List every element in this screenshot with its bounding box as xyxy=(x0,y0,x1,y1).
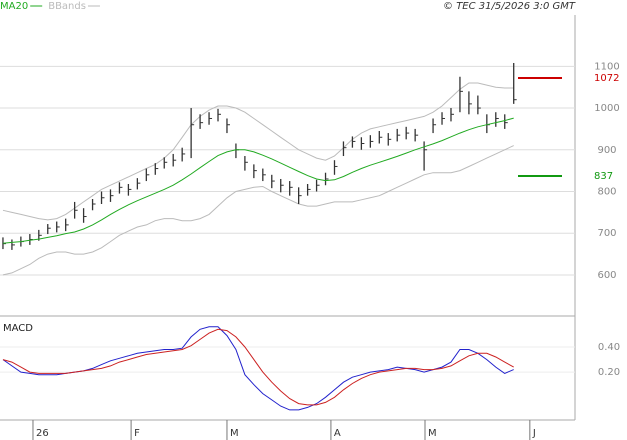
x-tick-label: M xyxy=(428,428,437,439)
macd-title: MACD xyxy=(3,323,33,334)
macd-line xyxy=(2,326,514,411)
x-tick-label: F xyxy=(134,428,140,439)
y-tick-label: 600 xyxy=(597,270,616,281)
x-tick-label: A xyxy=(334,428,341,439)
y-tick-label: 800 xyxy=(597,186,616,197)
y-tick-label: 0.20 xyxy=(598,367,620,378)
x-tick-label: 26 xyxy=(36,428,49,439)
level-label: 1072 xyxy=(594,73,619,84)
band-lower xyxy=(2,145,514,276)
level-label: 837 xyxy=(594,171,613,182)
moving-average xyxy=(2,117,514,244)
legend-label: MA20 xyxy=(0,1,28,12)
y-tick-label: 0.40 xyxy=(598,342,620,353)
band-upper xyxy=(2,82,514,221)
y-tick-label: 1000 xyxy=(594,103,619,114)
copyright: © TEC 31/5/2026 3:0 GMT xyxy=(443,1,576,12)
y-tick-label: 700 xyxy=(597,228,616,239)
y-tick-label: 1100 xyxy=(594,61,619,72)
x-tick-label: M xyxy=(230,428,239,439)
legend-label: BBands xyxy=(48,1,86,12)
x-tick-label: J xyxy=(532,428,536,439)
macd-line xyxy=(2,328,514,406)
y-tick-label: 900 xyxy=(597,145,616,156)
